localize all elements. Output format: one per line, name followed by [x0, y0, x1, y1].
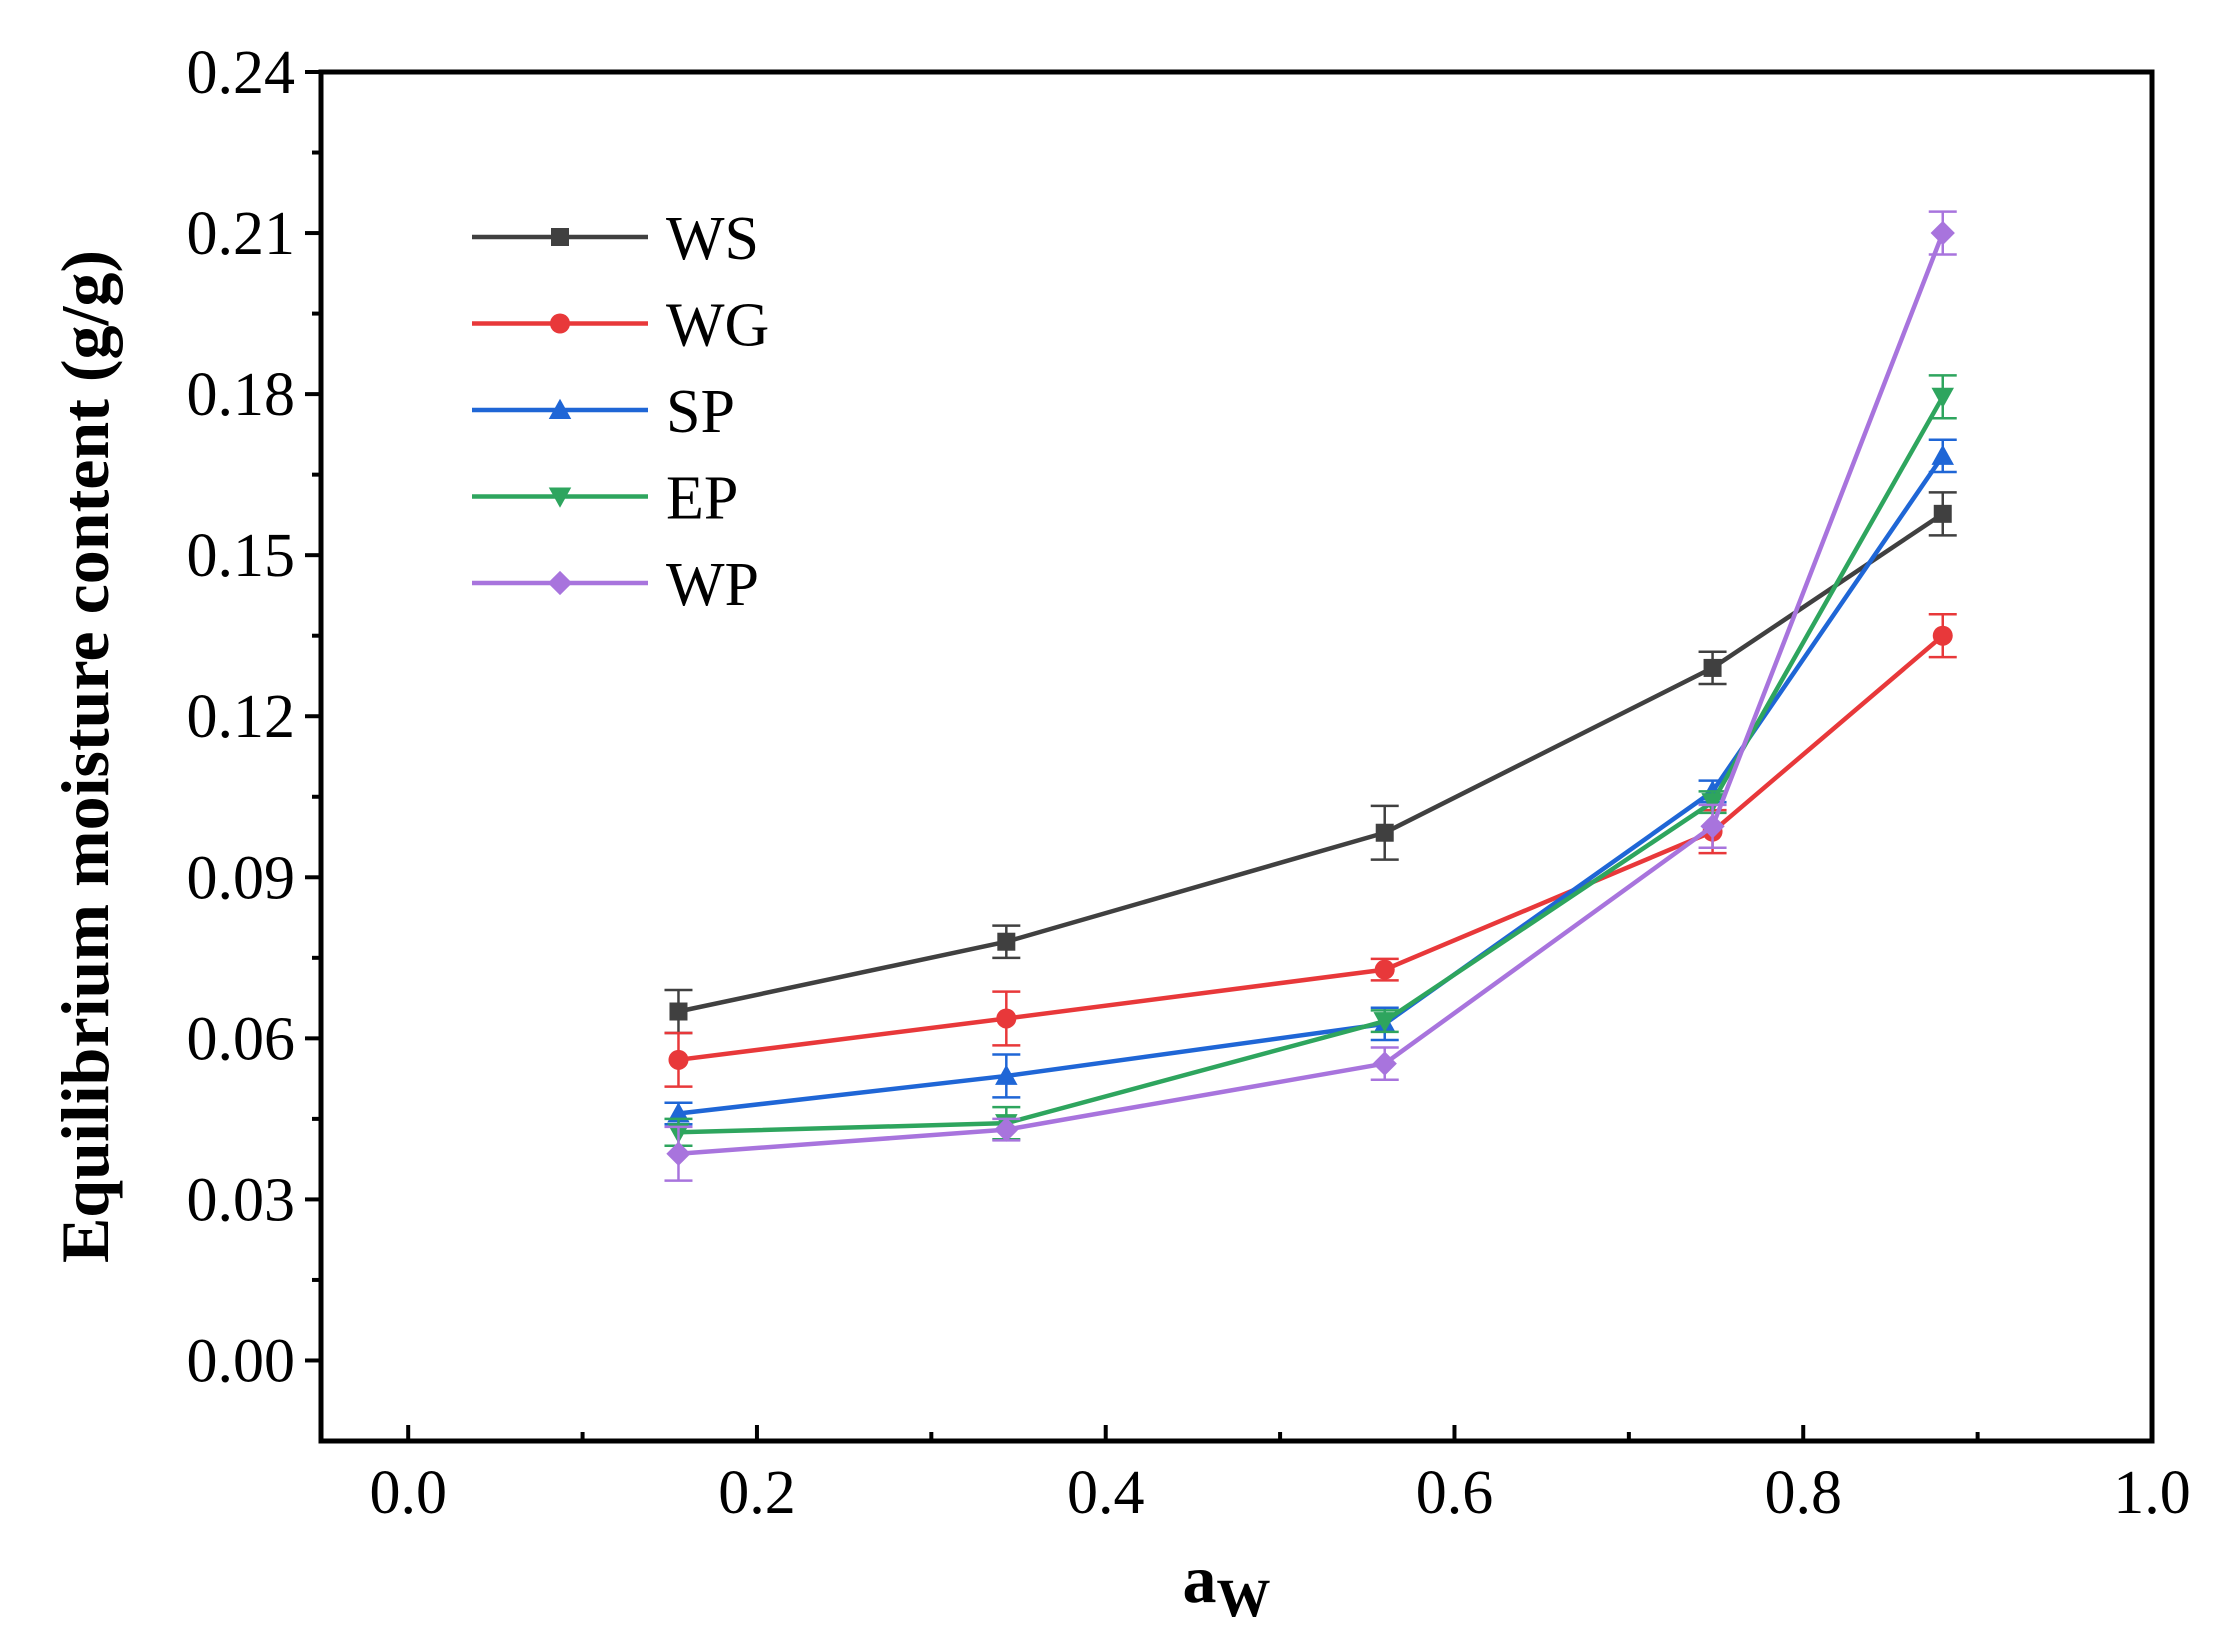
data-point [994, 1117, 1019, 1142]
y-tick-label: 0.15 [187, 522, 296, 590]
x-tick-label: 0.0 [369, 1459, 447, 1527]
data-point [669, 1002, 688, 1021]
legend-item-ws: WS [472, 205, 759, 273]
data-point [996, 1008, 1017, 1029]
data-point [667, 1102, 690, 1123]
legend-item-wg: WG [472, 292, 769, 360]
series-wg [664, 612, 1957, 1088]
data-point [1374, 959, 1395, 980]
data-point [1701, 793, 1724, 814]
legend-marker [547, 570, 573, 596]
data-point [997, 932, 1016, 951]
y-tick-label: 0.00 [187, 1327, 296, 1395]
legend-item-ep: EP [472, 465, 738, 533]
x-axis-title-main: a [1183, 1541, 1217, 1617]
data-point [1932, 625, 1953, 646]
y-tick-label: 0.09 [187, 844, 296, 912]
data-point [1373, 1012, 1396, 1033]
x-tick-label: 1.0 [2113, 1459, 2191, 1527]
plot-frame [318, 69, 2155, 1444]
y-tick-label: 0.21 [187, 200, 296, 268]
data-point [1931, 387, 1954, 409]
y-axis-title: Equilibrium moisture content (g/g) [47, 250, 123, 1263]
axis-ticks: 0.00 0.03 0.06 0.09 0.12 0.15 0.18 0.21 0.24 0.0 0… [187, 39, 2191, 1527]
legend-label: WS [666, 205, 759, 273]
data-point [1933, 504, 1952, 523]
x-axis-title: aW [1183, 1541, 1271, 1628]
data-point [1700, 814, 1725, 839]
y-tick-label: 0.18 [187, 361, 296, 429]
data-point [1703, 658, 1722, 677]
legend-marker [548, 398, 572, 419]
legend-marker [548, 487, 572, 508]
series-wp [664, 210, 1957, 1182]
series-ws [664, 491, 1957, 1035]
data-point [1930, 220, 1955, 246]
y-tick-label: 0.06 [187, 1005, 296, 1073]
data-point [995, 1064, 1018, 1085]
y-tick-label: 0.03 [187, 1166, 296, 1234]
y-tick-label: 0.24 [187, 39, 296, 107]
x-tick-label: 0.4 [1067, 1459, 1145, 1527]
x-tick-label: 0.2 [718, 1459, 796, 1527]
x-tick-label: 0.8 [1764, 1459, 1842, 1527]
data-point [666, 1141, 691, 1166]
legend-label: EP [666, 465, 738, 533]
legend-marker [550, 313, 570, 334]
legend: WS WG SP EP WP [472, 205, 769, 619]
y-tick-label: 0.12 [187, 683, 296, 751]
legend-item-sp: SP [472, 378, 735, 446]
data-point [1375, 823, 1394, 842]
legend-label: WG [666, 292, 769, 360]
data-point [1931, 444, 1954, 465]
x-tick-label: 0.6 [1416, 1459, 1494, 1527]
legend-label: SP [666, 378, 735, 446]
plot-area [664, 210, 1957, 1182]
data-point [1372, 1051, 1397, 1076]
legend-item-wp: WP [472, 551, 759, 619]
legend-label: WP [666, 551, 759, 619]
data-point [668, 1049, 689, 1070]
x-axis-title-subscript: W [1217, 1568, 1271, 1628]
legend-marker [551, 228, 569, 246]
